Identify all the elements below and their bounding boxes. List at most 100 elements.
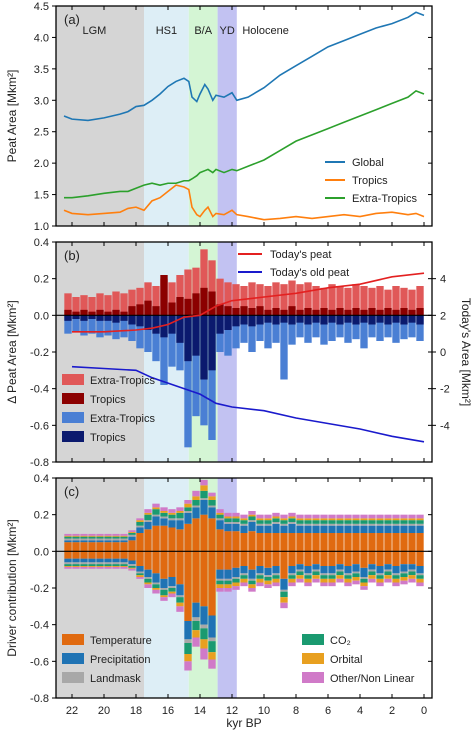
stack-pos-orbital: [328, 518, 336, 521]
stack-pos-precipitation: [120, 540, 128, 543]
stack-pos-precipitation: [392, 525, 400, 533]
stack-neg-other-non-linear: [336, 578, 344, 583]
stack-pos-temperature: [104, 542, 112, 552]
stack-pos-orbital: [224, 516, 232, 519]
stack-pos-precipitation: [288, 523, 296, 533]
bar-gain-extra-tropics: [360, 286, 368, 316]
stack-neg-co-: [232, 578, 240, 583]
legend-label: Other/Non Linear: [330, 673, 415, 685]
y-tick-label: 1.5: [34, 190, 49, 202]
stack-neg-orbital: [224, 584, 232, 588]
stack-neg-landmask: [72, 562, 80, 565]
stack-neg-orbital: [200, 639, 208, 649]
bar-gain-tropics: [280, 309, 288, 316]
stack-neg-temperature: [96, 551, 104, 559]
stack-pos-temperature: [368, 533, 376, 552]
stack-neg-temperature: [224, 551, 232, 570]
bar-loss-tropics: [360, 315, 368, 323]
stack-pos-co-: [392, 520, 400, 524]
bar-loss-extra-tropics: [344, 315, 352, 343]
bar-gain-tropics: [416, 308, 424, 316]
stack-pos-other-non-linear: [72, 533, 80, 536]
stack-neg-co-: [168, 588, 176, 592]
legend-swatch: [302, 653, 324, 664]
stack-pos-other-non-linear: [160, 507, 168, 511]
legend-label: Orbital: [330, 654, 362, 666]
stack-pos-temperature: [392, 533, 400, 552]
stack-pos-orbital: [256, 518, 264, 521]
bar-gain-extra-tropics: [128, 289, 136, 316]
bar-loss-extra-tropics: [208, 315, 216, 440]
bar-gain-extra-tropics: [296, 284, 304, 316]
bar-loss-extra-tropics: [240, 315, 248, 343]
bar-loss-extra-tropics: [104, 315, 112, 336]
bar-gain-tropics: [144, 300, 152, 316]
stack-neg-other-non-linear: [88, 566, 96, 569]
series-line-global: [63, 11, 425, 122]
bar-loss-extra-tropics: [360, 315, 368, 349]
stack-neg-other-non-linear: [80, 566, 88, 569]
stack-neg-orbital: [112, 566, 120, 567]
stack-neg-temperature: [88, 551, 96, 559]
bar-loss-extra-tropics: [328, 315, 336, 341]
stack-pos-orbital: [176, 511, 184, 513]
stack-pos-orbital: [72, 535, 80, 537]
stack-neg-other-non-linear: [200, 648, 208, 660]
stack-neg-co-: [192, 621, 200, 631]
stack-pos-precipitation: [160, 518, 168, 526]
stack-neg-landmask: [400, 571, 408, 574]
stack-pos-temperature: [128, 540, 136, 552]
stack-neg-orbital: [88, 566, 96, 567]
stack-neg-landmask: [320, 573, 328, 576]
stack-neg-other-non-linear: [304, 582, 312, 587]
stack-pos-landmask: [312, 523, 320, 526]
y-tick-label: 3.0: [34, 95, 49, 107]
stack-pos-other-non-linear: [96, 533, 104, 536]
stack-neg-orbital: [104, 566, 112, 567]
stack-pos-landmask: [288, 522, 296, 524]
stack-neg-temperature: [272, 551, 280, 566]
bar-loss-tropics: [280, 315, 288, 323]
bar-loss-extra-tropics: [96, 315, 104, 338]
stack-neg-temperature: [376, 551, 384, 566]
stack-pos-precipitation: [256, 525, 264, 533]
bar-gain-extra-tropics: [352, 284, 360, 316]
stack-neg-orbital: [304, 578, 312, 583]
stack-pos-co-: [248, 516, 256, 521]
bar-gain-tropics: [96, 309, 104, 316]
stack-neg-orbital: [312, 575, 320, 579]
stack-neg-temperature: [104, 551, 112, 559]
stack-neg-temperature: [328, 551, 336, 566]
stack-neg-other-non-linear: [120, 566, 128, 569]
stack-neg-landmask: [112, 562, 120, 565]
stack-pos-orbital: [168, 512, 176, 515]
bar-gain-tropics: [368, 308, 376, 316]
bar-loss-tropics: [272, 315, 280, 325]
stack-pos-co-: [88, 536, 96, 539]
bar-loss-tropics: [200, 315, 208, 380]
bar-gain-tropics: [408, 309, 416, 316]
stack-pos-other-non-linear: [248, 511, 256, 515]
stack-pos-co-: [264, 520, 272, 524]
stack-neg-orbital: [144, 582, 152, 585]
stack-pos-orbital: [288, 516, 296, 519]
stack-neg-temperature: [176, 551, 184, 585]
stack-pos-precipitation: [272, 523, 280, 533]
stack-pos-temperature: [312, 533, 320, 552]
y-tick-label: 4.0: [34, 32, 49, 44]
stack-neg-temperature: [368, 551, 376, 565]
bar-gain-tropics: [216, 304, 224, 316]
stack-pos-orbital: [248, 514, 256, 517]
bar-loss-extra-tropics: [80, 315, 88, 336]
bar-gain-tropics: [272, 308, 280, 316]
stack-neg-precipitation: [72, 558, 80, 563]
stack-neg-co-: [360, 578, 368, 583]
legend-swatch: [62, 412, 84, 423]
stack-pos-precipitation: [280, 525, 288, 533]
stack-pos-co-: [208, 500, 216, 506]
stack-pos-temperature: [264, 533, 272, 552]
stack-pos-co-: [64, 536, 72, 539]
stack-neg-landmask: [296, 569, 304, 572]
stack-neg-temperature: [336, 551, 344, 565]
bar-gain-extra-tropics: [120, 293, 128, 316]
